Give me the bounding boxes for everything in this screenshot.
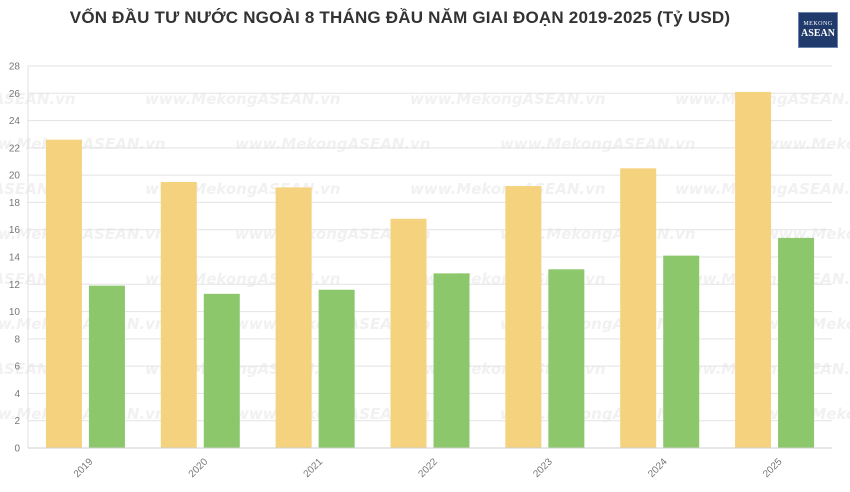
bar-series2-2020 bbox=[203, 293, 240, 448]
y-tick-label-13: 26 bbox=[9, 89, 21, 100]
watermark-text-7: www.MekongASEAN.vn bbox=[765, 135, 850, 153]
grid-lines bbox=[28, 65, 832, 449]
bar-series1-2025 bbox=[735, 91, 772, 449]
bar-series1-2021 bbox=[275, 187, 312, 448]
bar-series1-2019 bbox=[45, 139, 82, 448]
y-tick-label-8: 16 bbox=[9, 225, 21, 236]
y-tick-label-6: 12 bbox=[9, 280, 21, 291]
bar-series1-2023 bbox=[505, 186, 542, 449]
y-tick-label-0: 0 bbox=[14, 444, 20, 455]
bar-series2-2019 bbox=[88, 285, 125, 448]
watermark-text-0: www.MekongASEAN.vn bbox=[0, 90, 76, 108]
watermark-text-20: www.MekongASEAN.vn bbox=[0, 315, 166, 333]
y-tick-label-4: 8 bbox=[14, 334, 20, 345]
bar-series2-2024 bbox=[663, 255, 700, 448]
chart-title: VỐN ĐẦU TƯ NƯỚC NGOÀI 8 THÁNG ĐẦU NĂM GI… bbox=[69, 8, 731, 27]
watermark-text-5: www.MekongASEAN.vn bbox=[235, 135, 431, 153]
y-tick-label-2: 4 bbox=[14, 389, 20, 400]
bar-series1-2020 bbox=[160, 181, 197, 448]
y-tick-label-1: 2 bbox=[14, 416, 20, 427]
y-tick-label-14: 28 bbox=[9, 62, 21, 73]
x-tick-label-2022: 2022 bbox=[416, 456, 440, 480]
x-tick-label-2023: 2023 bbox=[531, 456, 555, 480]
x-tick-label-2020: 2020 bbox=[187, 456, 211, 480]
logo-line-1: MEKONG bbox=[803, 21, 833, 27]
y-tick-label-7: 14 bbox=[9, 253, 21, 264]
x-tick-label-2025: 2025 bbox=[761, 456, 785, 480]
x-tick-label-2021: 2021 bbox=[302, 456, 326, 480]
y-tick-label-11: 22 bbox=[9, 143, 21, 154]
watermark-text-2: www.MekongASEAN.vn bbox=[410, 90, 606, 108]
watermark-text-12: www.MekongASEAN.vn bbox=[0, 225, 166, 243]
logo-line-2: ASEAN bbox=[801, 28, 835, 39]
watermark-text-4: www.MekongASEAN.vn bbox=[0, 135, 166, 153]
bars bbox=[45, 91, 815, 449]
watermark-text-1: www.MekongASEAN.vn bbox=[145, 90, 341, 108]
bar-series2-2022 bbox=[433, 273, 470, 448]
x-axis: 2019 2020 2021 2022 2023 2024 2025 bbox=[28, 447, 832, 480]
bar-series2-2025 bbox=[778, 237, 815, 448]
x-tick-label-2024: 2024 bbox=[646, 456, 670, 480]
watermark-text-6: www.MekongASEAN.vn bbox=[500, 135, 696, 153]
y-tick-label-5: 10 bbox=[9, 307, 21, 318]
y-tick-label-10: 20 bbox=[9, 171, 21, 182]
bar-series2-2021 bbox=[318, 289, 355, 448]
y-tick-label-12: 24 bbox=[9, 116, 21, 127]
mekong-asean-logo: MEKONG ASEAN bbox=[798, 12, 838, 48]
bar-series1-2024 bbox=[620, 168, 657, 449]
y-tick-label-3: 6 bbox=[14, 362, 20, 373]
bar-series2-2023 bbox=[548, 269, 585, 448]
x-tick-label-2019: 2019 bbox=[72, 456, 96, 480]
y-tick-label-9: 18 bbox=[9, 198, 21, 209]
bar-series1-2022 bbox=[390, 218, 427, 448]
